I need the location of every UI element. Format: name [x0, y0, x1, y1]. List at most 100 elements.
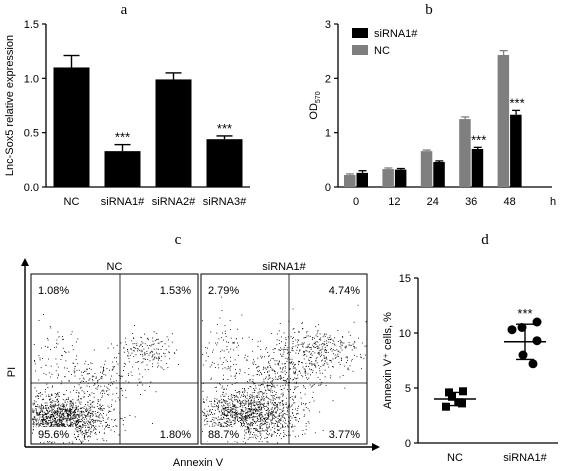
c-event-dot	[280, 385, 281, 387]
c-event-dot	[122, 420, 124, 421]
c-event-dot	[217, 404, 219, 406]
c-event-dot	[244, 434, 246, 436]
c-event-dot	[123, 351, 125, 353]
c-event-dot	[122, 394, 123, 396]
c-event-dot	[83, 421, 85, 423]
c-event-dot	[298, 421, 299, 422]
c-event-dot	[87, 435, 89, 437]
c-event-dot	[282, 420, 284, 422]
c-event-dot	[73, 370, 75, 372]
c-event-dot	[341, 344, 343, 346]
c-event-dot	[116, 344, 118, 346]
c-event-dot	[310, 357, 312, 358]
c-event-dot	[277, 404, 278, 406]
c-event-dot	[249, 380, 251, 382]
c-event-dot	[131, 374, 133, 376]
c-event-dot	[57, 424, 59, 426]
c-event-dot	[265, 405, 267, 407]
c-event-dot	[86, 410, 88, 412]
c-event-dot	[237, 328, 239, 330]
c-event-dot	[277, 363, 279, 365]
c-event-dot	[47, 411, 49, 413]
c-event-dot	[223, 416, 225, 418]
c-event-dot	[320, 348, 322, 350]
c-event-dot	[303, 355, 305, 357]
c-event-dot	[247, 428, 249, 430]
c-event-dot	[319, 333, 321, 335]
c-event-dot	[317, 346, 319, 348]
c-event-dot	[79, 428, 80, 429]
c-event-dot	[56, 423, 58, 425]
c-event-dot	[255, 410, 257, 412]
c-event-dot	[39, 416, 41, 418]
c-event-dot	[244, 437, 245, 439]
c-event-dot	[115, 425, 117, 427]
c-event-dot	[230, 409, 232, 411]
c-event-dot	[229, 408, 231, 410]
c-event-dot	[120, 418, 122, 419]
c-event-dot	[128, 375, 129, 376]
c-event-dot	[52, 385, 53, 387]
c-event-dot	[58, 418, 60, 420]
c-event-dot	[92, 406, 94, 408]
c-event-dot	[107, 388, 109, 389]
c-event-dot	[35, 424, 37, 425]
c-event-dot	[59, 419, 61, 421]
c-event-dot	[63, 425, 64, 427]
c-event-dot	[249, 395, 250, 397]
c-event-dot	[50, 415, 52, 417]
c-event-dot	[42, 399, 43, 401]
panel-label-b: b	[425, 2, 433, 18]
c-event-dot	[96, 438, 98, 440]
c-event-dot	[137, 384, 139, 386]
c-event-dot	[292, 350, 294, 352]
c-event-dot	[323, 344, 325, 346]
c-event-dot	[53, 415, 55, 417]
c-event-dot	[233, 408, 235, 410]
a-y-axis-title: Lnc-Sox5 relative expression	[4, 35, 16, 176]
c-quadrant-upper-left: 2.79%	[208, 285, 239, 297]
b-x-tick-label: 12	[388, 196, 400, 208]
c-event-dot	[74, 368, 76, 370]
c-event-dot	[214, 398, 216, 400]
c-event-dot	[207, 356, 209, 357]
c-event-dot	[295, 369, 297, 371]
c-event-dot	[55, 417, 56, 419]
a-x-tick-label: siRNA3#	[203, 196, 247, 208]
c-event-dot	[242, 420, 244, 422]
c-event-dot	[325, 349, 327, 350]
c-event-dot	[218, 416, 219, 418]
c-event-dot	[112, 426, 114, 427]
c-event-dot	[303, 342, 305, 344]
c-event-dot	[42, 424, 43, 426]
c-event-dot	[311, 364, 313, 366]
c-event-dot	[268, 410, 270, 412]
c-event-dot	[304, 433, 306, 435]
c-event-dot	[142, 342, 144, 344]
c-event-dot	[47, 416, 49, 418]
c-event-dot	[249, 434, 251, 436]
c-event-dot	[279, 415, 280, 417]
c-event-dot	[349, 344, 351, 346]
c-event-dot	[254, 385, 256, 387]
c-event-dot	[262, 420, 264, 422]
c-event-dot	[344, 387, 346, 389]
c-event-dot	[269, 412, 271, 414]
c-event-dot	[298, 361, 300, 363]
c-event-dot	[157, 338, 159, 340]
c-event-dot	[286, 360, 288, 362]
c-event-dot	[253, 404, 255, 406]
c-event-dot	[171, 341, 173, 343]
c-event-dot	[61, 421, 63, 423]
c-event-dot	[270, 408, 272, 410]
c-event-dot	[258, 430, 260, 432]
c-event-dot	[70, 408, 71, 410]
c-event-dot	[297, 386, 299, 388]
c-event-dot	[234, 397, 236, 398]
c-event-dot	[325, 333, 327, 335]
c-event-dot	[253, 399, 255, 401]
c-event-dot	[261, 425, 263, 427]
b-bar-NC-24	[420, 151, 433, 187]
c-event-dot	[295, 386, 297, 388]
c-event-dot	[307, 345, 309, 347]
